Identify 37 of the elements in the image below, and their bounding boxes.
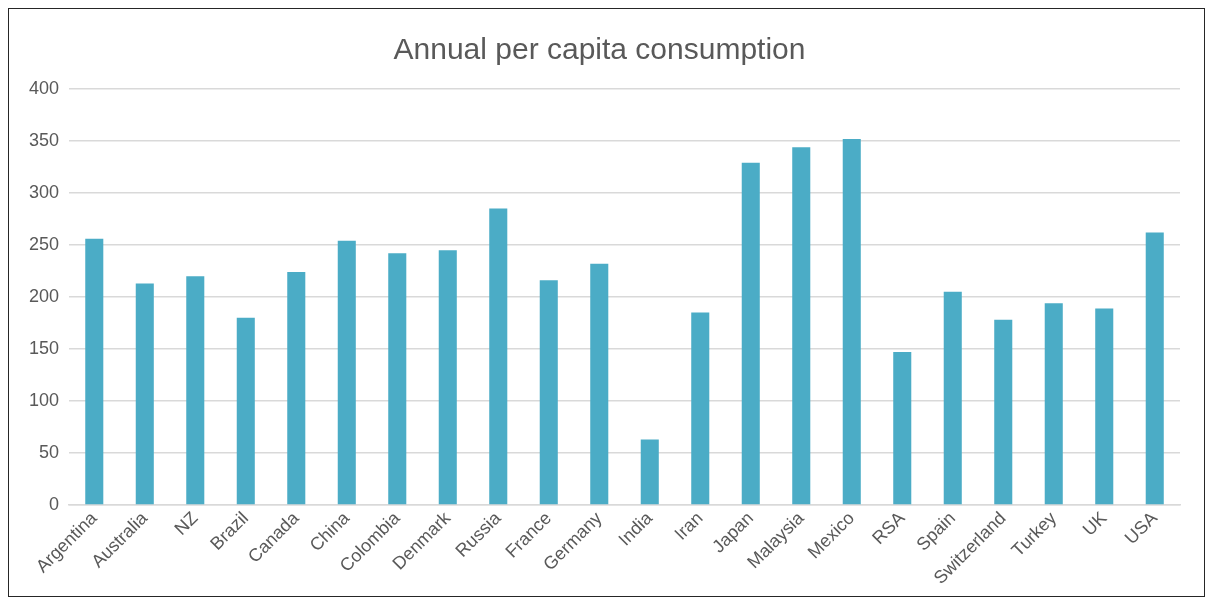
bar — [438, 250, 457, 505]
y-tick-label: 100 — [28, 389, 60, 410]
x-tick-label: Iran — [670, 507, 707, 544]
bar — [691, 312, 710, 505]
y-tick-label: 200 — [28, 285, 60, 306]
chart-title: Annual per capita consumption — [393, 32, 806, 66]
bar — [337, 240, 356, 505]
bar — [186, 276, 205, 505]
bar — [85, 238, 104, 505]
bar — [943, 291, 962, 505]
bar — [640, 439, 659, 505]
bar — [741, 162, 760, 505]
bar — [539, 280, 558, 505]
bar — [489, 208, 508, 505]
y-tick-label: 0 — [49, 493, 60, 514]
bar — [1044, 303, 1063, 505]
bar — [1095, 308, 1114, 505]
x-tick-label: USA — [1120, 507, 1162, 549]
x-tick-label: RSA — [868, 507, 909, 549]
y-tick-label: 350 — [28, 129, 60, 150]
y-tick-label: 250 — [28, 233, 60, 254]
bar — [842, 138, 861, 505]
bar — [792, 147, 811, 505]
y-tick-label: 50 — [39, 441, 60, 462]
bar — [893, 352, 912, 505]
bar — [590, 263, 609, 505]
bar — [236, 317, 255, 505]
bar — [994, 319, 1013, 505]
bar — [1145, 232, 1164, 505]
y-tick-label: 150 — [28, 337, 60, 358]
y-tick-label: 300 — [28, 181, 60, 202]
x-tick-label: UK — [1078, 507, 1111, 540]
bar — [287, 272, 306, 505]
y-tick-label: 400 — [28, 77, 60, 98]
x-tick-label: NZ — [170, 507, 202, 539]
bar — [388, 253, 407, 505]
bar — [135, 283, 154, 505]
